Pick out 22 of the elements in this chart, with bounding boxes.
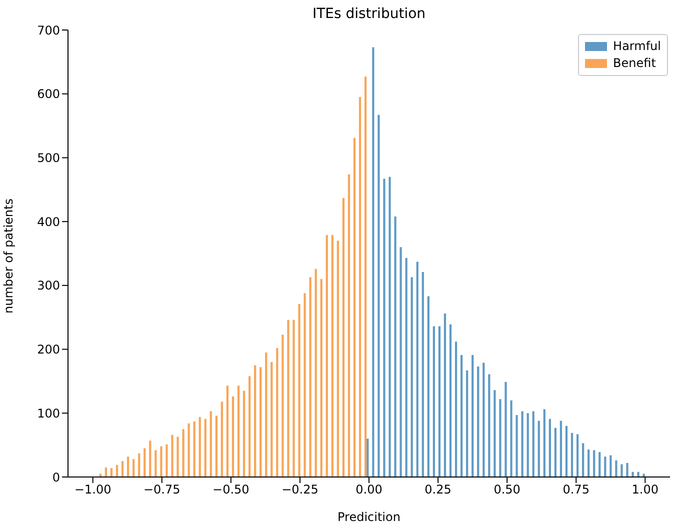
y-tick-label: 0: [52, 470, 60, 484]
x-tick-label: 0.75: [562, 482, 590, 497]
x-tick-label: −0.75: [144, 482, 180, 497]
x-axis-title: Predicition: [338, 510, 400, 524]
y-tick-label: 500: [37, 150, 60, 165]
x-tick-label: −0.25: [282, 482, 318, 497]
legend-label: Harmful: [613, 38, 661, 55]
y-tick-label: 200: [37, 342, 60, 357]
y-tick-label: 600: [37, 87, 60, 102]
x-tick-label: 0.50: [494, 482, 520, 497]
legend-label: Benefit: [613, 55, 656, 72]
chart-title: ITEs distribution: [311, 6, 427, 22]
x-tick-label: 0.00: [356, 482, 382, 497]
y-tick-label: 400: [37, 214, 60, 229]
x-tick-label: 1.00: [632, 482, 659, 497]
x-tick-label: −0.50: [212, 482, 250, 497]
x-tick-label: −1.00: [74, 482, 112, 497]
y-tick-label: 300: [37, 278, 60, 293]
y-tick-label: 700: [37, 23, 60, 38]
y-axis-title: number of patients: [1, 198, 16, 314]
x-tick-label: 0.25: [424, 482, 452, 497]
y-tick-label: 100: [37, 406, 60, 420]
